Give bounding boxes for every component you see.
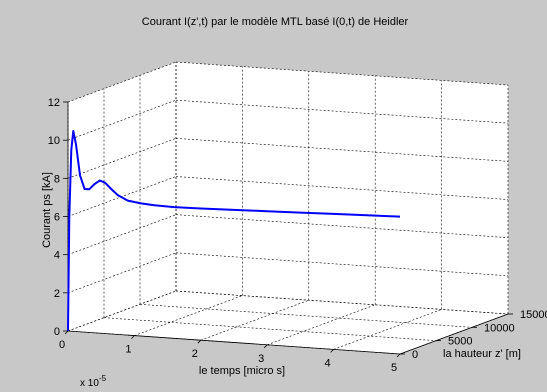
- grid-line: [67, 138, 177, 179]
- x-tick-mark: [263, 344, 268, 349]
- z-tick-label: 10: [48, 135, 60, 147]
- grid-line: [175, 99, 509, 124]
- y-axis-line: [399, 313, 509, 355]
- x-tick-label: 3: [258, 353, 264, 365]
- x-exponent-label: x 10-5: [80, 374, 107, 389]
- y-tick-label: 10000: [484, 322, 515, 334]
- grid-line: [333, 309, 442, 350]
- grid-line: [134, 295, 243, 336]
- current-series-line: [67, 130, 401, 332]
- axes-area: [68, 62, 508, 354]
- x-axis-label: le temps [micro s]: [199, 365, 285, 377]
- grid-line: [175, 61, 509, 86]
- z-tick-label: 2: [54, 288, 60, 300]
- z-tick-label: 6: [54, 212, 60, 224]
- x-tick-mark: [396, 353, 401, 358]
- y-tick-label: 5000: [448, 336, 472, 348]
- chart-title: Courant I(z',t) par le modèle MTL basé I…: [142, 16, 409, 28]
- y-tick-label: 0: [412, 349, 418, 361]
- grid-line: [175, 290, 509, 315]
- z-axis-label: Courant ps [kA]: [41, 172, 53, 248]
- grid-line: [67, 99, 177, 141]
- x-tick-label: 1: [125, 344, 131, 356]
- grid-line: [67, 61, 177, 103]
- z-tick-label: 8: [54, 173, 60, 185]
- series-layer: [67, 130, 401, 332]
- grid-line: [139, 304, 473, 328]
- z-tick-label: 4: [54, 250, 60, 262]
- tick-labels: 012345050001000015000024681012: [48, 97, 547, 374]
- grid-line: [103, 317, 437, 341]
- x-tick-label: 5: [391, 362, 397, 374]
- grid-line: [175, 138, 509, 162]
- grid-line: [67, 290, 177, 332]
- grid-line: [267, 304, 376, 346]
- grid-line: [200, 299, 309, 341]
- x-tick-mark: [197, 339, 202, 344]
- y-axis-label: la hauteur z' [m]: [443, 348, 521, 360]
- x-axis-line: [67, 330, 401, 355]
- grid-line: [175, 252, 509, 277]
- grid-line: [67, 252, 177, 294]
- z-tick-label: 12: [48, 97, 60, 109]
- z-tick-label: 0: [54, 326, 60, 338]
- x-tick-label: 0: [59, 339, 65, 351]
- grid-line: [67, 214, 177, 255]
- x-tick-mark: [131, 335, 135, 339]
- x-tick-label: 2: [192, 348, 198, 360]
- grid-line: [175, 214, 509, 238]
- x-tick-label: 4: [325, 357, 331, 369]
- x-tick-mark: [64, 330, 69, 335]
- grid-line: [175, 176, 509, 200]
- x-tick-mark: [330, 349, 334, 353]
